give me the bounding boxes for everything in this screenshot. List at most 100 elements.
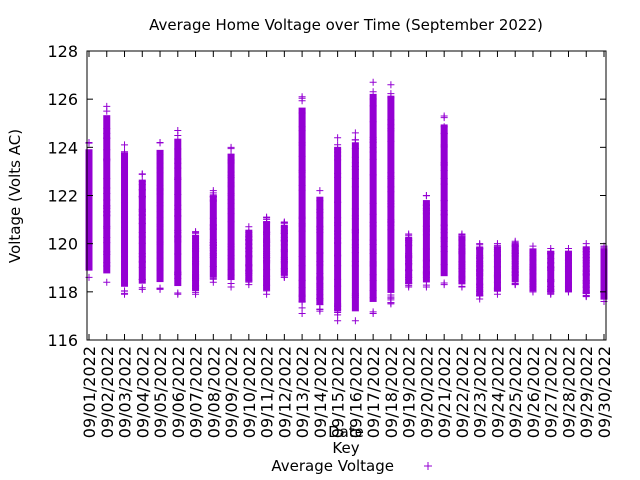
data-point xyxy=(458,272,466,280)
data-point xyxy=(316,197,324,205)
data-point xyxy=(263,251,271,259)
data-point xyxy=(227,280,235,288)
data-point xyxy=(121,141,129,149)
voltage-column xyxy=(85,149,93,271)
legend-marker xyxy=(424,462,432,470)
data-point xyxy=(138,239,146,247)
chart-title: Average Home Voltage over Time (Septembe… xyxy=(149,16,543,34)
data-point xyxy=(387,265,395,273)
x-tick-label: 09/24/2022 xyxy=(488,346,507,438)
data-point xyxy=(316,187,324,195)
x-tick-label: 09/04/2022 xyxy=(133,346,152,438)
data-point xyxy=(227,266,235,274)
data-point xyxy=(298,166,306,174)
data-point xyxy=(422,202,430,210)
data-point xyxy=(387,183,395,191)
data-point xyxy=(121,247,129,255)
data-point xyxy=(334,173,342,181)
y-tick-label: 120 xyxy=(47,235,78,254)
data-point xyxy=(422,269,430,277)
data-point xyxy=(440,211,448,219)
data-point xyxy=(476,266,484,274)
data-point xyxy=(174,270,182,278)
data-point xyxy=(582,282,590,290)
data-point xyxy=(192,273,200,281)
data-point xyxy=(245,274,253,282)
data-point xyxy=(227,150,235,158)
data-point xyxy=(369,250,377,258)
data-point xyxy=(334,251,342,259)
data-point xyxy=(369,88,377,96)
data-point xyxy=(103,208,111,216)
data-point xyxy=(121,164,129,172)
data-point xyxy=(121,191,129,199)
data-point xyxy=(138,170,146,178)
x-tick-label: 09/10/2022 xyxy=(240,346,259,438)
voltage-column xyxy=(369,93,377,302)
data-point xyxy=(369,171,377,179)
data-point xyxy=(174,164,182,172)
data-point xyxy=(334,148,342,156)
data-point xyxy=(174,226,182,234)
data-point xyxy=(334,311,342,319)
data-point xyxy=(334,262,342,270)
data-point xyxy=(209,275,217,283)
data-point xyxy=(458,260,466,268)
data-point xyxy=(334,198,342,206)
data-point xyxy=(334,141,342,149)
data-point xyxy=(174,205,182,213)
data-points xyxy=(85,78,608,325)
legend-plus-icon xyxy=(424,462,432,470)
data-point xyxy=(405,238,413,246)
data-point xyxy=(174,131,182,139)
data-point xyxy=(493,271,501,279)
data-point xyxy=(351,262,359,270)
data-point xyxy=(369,236,377,244)
data-point xyxy=(440,237,448,245)
data-point xyxy=(493,246,501,254)
data-point xyxy=(564,256,572,264)
data-point xyxy=(387,127,395,135)
data-point xyxy=(298,252,306,260)
data-point xyxy=(493,283,501,291)
data-point xyxy=(511,258,519,266)
x-tick-label: 09/29/2022 xyxy=(577,346,596,438)
data-point xyxy=(316,249,324,257)
data-point xyxy=(511,280,519,288)
data-point xyxy=(298,123,306,131)
data-point xyxy=(422,222,430,230)
data-point xyxy=(369,78,377,86)
data-point xyxy=(440,167,448,175)
y-tick-label: 128 xyxy=(47,42,78,61)
x-axis-ticks: 09/01/202209/02/202209/03/202209/04/2022… xyxy=(80,51,614,438)
data-point xyxy=(351,212,359,220)
data-point xyxy=(369,210,377,218)
data-point xyxy=(369,118,377,126)
x-tick-label: 09/17/2022 xyxy=(364,346,383,438)
x-tick-label: 09/19/2022 xyxy=(400,346,419,438)
data-point xyxy=(440,130,448,138)
data-point xyxy=(582,291,590,299)
x-tick-label: 09/05/2022 xyxy=(151,346,170,438)
data-point xyxy=(387,137,395,145)
data-point xyxy=(351,292,359,300)
data-point xyxy=(103,202,111,210)
data-point xyxy=(174,212,182,220)
data-point xyxy=(369,199,377,207)
data-point xyxy=(440,229,448,237)
data-point xyxy=(547,249,555,257)
data-point xyxy=(316,228,324,236)
data-point xyxy=(582,259,590,267)
data-point xyxy=(174,250,182,258)
data-point xyxy=(156,151,164,159)
voltage-column xyxy=(422,200,430,283)
data-point xyxy=(280,272,288,280)
data-point xyxy=(369,102,377,110)
data-point xyxy=(138,186,146,194)
data-point xyxy=(387,94,395,102)
data-point xyxy=(192,282,200,290)
data-point xyxy=(369,218,377,226)
data-point xyxy=(316,269,324,277)
x-tick-label: 09/30/2022 xyxy=(595,346,614,438)
